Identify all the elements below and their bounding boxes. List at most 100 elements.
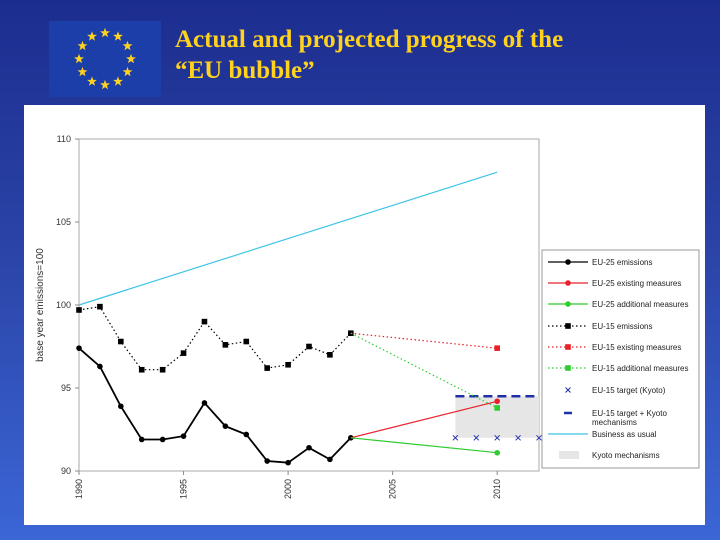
legend-marker-eu15_additional [565, 365, 571, 371]
flag-star-icon [126, 53, 136, 64]
x-marker-stroke [536, 434, 542, 441]
data-point-eu25 [306, 444, 312, 451]
data-point-eu25_existing [494, 398, 500, 405]
data-point-eu25 [222, 423, 229, 429]
data-point-eu25 [159, 436, 166, 443]
data-point-eu25 [76, 345, 82, 351]
data-point-eu15 [118, 338, 124, 345]
data-point-eu15_existing [494, 345, 500, 351]
flag-star-icon [113, 76, 123, 86]
legend-label-kyoto_plus: EU-15 target + Kyoto mechanisms [592, 409, 667, 427]
data-point-kyoto_target [473, 434, 480, 441]
legend-label-eu25_additional: EU-25 additional measures [592, 300, 689, 309]
eu-flag [49, 21, 161, 97]
data-point-eu15 [180, 350, 187, 356]
data-point-eu15 [243, 338, 250, 345]
y-tick-label: 105 [56, 217, 71, 227]
data-point-eu25 [243, 431, 250, 438]
legend-label-eu25_existing: EU-25 existing measures [592, 279, 681, 288]
x-tick-label: 1995 [179, 479, 189, 499]
legend-label-eu15_additional: EU-15 additional measures [592, 364, 689, 373]
data-point-eu25 [264, 458, 270, 464]
data-point-kyoto_target [494, 434, 501, 441]
series-line-eu15_existing [350, 332, 498, 349]
x-tick-label: 2000 [283, 479, 293, 499]
data-point-eu25 [97, 363, 103, 370]
data-point-eu25 [285, 459, 291, 466]
data-point-eu25 [201, 400, 208, 406]
x-marker-stroke [565, 387, 571, 393]
legend-label-eu25: EU-25 emissions [592, 258, 652, 267]
legend-marker-eu25 [565, 259, 571, 265]
flag-star-icon [122, 66, 133, 77]
legend-label-kyoto-mechanisms: Kyoto mechanisms [592, 451, 660, 460]
slide-title-line-1: Actual and projected progress of the [175, 26, 564, 53]
y-tick-label: 100 [56, 300, 71, 310]
x-tick-label: 2005 [388, 479, 398, 499]
y-axis-label: base year emissions=100 [35, 248, 46, 362]
data-point-eu25_additional [494, 449, 500, 456]
chart-panel: 90 95 100 105 110 1990 1995 2000 2005 2010 base ye… [24, 105, 705, 525]
data-point-eu25 [138, 436, 145, 443]
legend-label-eu15: EU-15 emissions [592, 322, 652, 331]
x-tick-label: 1990 [74, 479, 84, 499]
x-marker-stroke [494, 434, 501, 441]
data-point-kyoto_target [536, 434, 542, 441]
slide-title-line-2: “EU bubble” [175, 57, 315, 84]
y-tick-label: 95 [61, 383, 71, 393]
data-point-eu15 [222, 342, 229, 348]
x-marker-stroke [452, 434, 459, 441]
legend-marker-eu25_existing [565, 280, 571, 286]
y-tick-label: 90 [61, 466, 71, 476]
legend-marker-eu15 [565, 323, 571, 329]
data-point-kyoto_target [452, 434, 459, 441]
legend-label-line: EU-15 target + Kyoto [592, 409, 667, 418]
x-tick-label: 2010 [492, 479, 502, 499]
y-tick-label: 110 [57, 134, 71, 144]
data-point-eu15_additional [494, 405, 500, 411]
series-line-bau [78, 171, 498, 306]
series-line-eu25_existing [350, 400, 498, 439]
flag-star-icon [100, 79, 110, 90]
legend-box [541, 249, 700, 469]
flag-star-icon [74, 53, 84, 64]
data-point-eu15 [159, 366, 166, 373]
flag-star-icon [77, 40, 88, 51]
data-point-eu15 [285, 361, 291, 368]
eu-flag-stars [49, 21, 161, 97]
data-point-eu15 [327, 352, 333, 358]
data-point-eu15 [97, 303, 103, 310]
series-line-eu15 [78, 306, 352, 371]
legend-label-kyoto_target: EU-15 target (Kyoto) [592, 386, 666, 395]
legend-marker-eu15_existing [565, 344, 571, 350]
slide-title: Actual and projected progress of the “EU… [175, 24, 695, 86]
legend-marker-eu25_additional [565, 301, 571, 307]
flag-star-icon [122, 40, 133, 51]
data-point-eu15 [306, 343, 312, 350]
flag-star-icon [77, 66, 88, 77]
emissions-chart: 90 95 100 105 110 1990 1995 2000 2005 2010 base ye… [35, 134, 700, 499]
legend: EU-25 emissions EU-25 existing measures EU… [541, 249, 700, 469]
flag-star-icon [87, 31, 97, 41]
flag-star-icon [87, 76, 97, 86]
legend-label-eu15_existing: EU-15 existing measures [592, 343, 681, 352]
series-line-eu25_additional [350, 437, 498, 454]
series-line-eu15_additional [350, 332, 498, 409]
flag-star-icon [113, 31, 123, 41]
data-point-eu25 [118, 403, 124, 410]
data-point-eu15 [264, 365, 270, 371]
legend-swatch-kyoto-mechanisms [559, 451, 579, 459]
flag-star-icon [100, 27, 110, 38]
data-point-eu15 [76, 307, 82, 313]
legend-label-line: mechanisms [592, 418, 637, 427]
data-point-eu15 [201, 318, 208, 325]
data-point-eu15 [138, 366, 145, 373]
legend-marker-kyoto_target [565, 387, 571, 393]
data-point-eu25 [327, 456, 333, 463]
data-point-kyoto_target [515, 434, 521, 441]
x-marker-stroke [515, 434, 521, 441]
data-point-eu25 [180, 433, 187, 439]
x-marker-stroke [473, 434, 480, 441]
series-line-eu25 [78, 347, 352, 464]
legend-label-bau: Business as usual [592, 430, 657, 439]
